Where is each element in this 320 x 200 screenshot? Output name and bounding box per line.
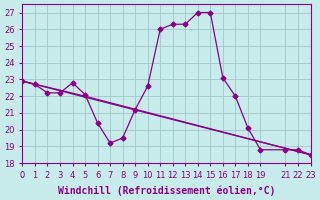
- X-axis label: Windchill (Refroidissement éolien,°C): Windchill (Refroidissement éolien,°C): [58, 185, 275, 196]
